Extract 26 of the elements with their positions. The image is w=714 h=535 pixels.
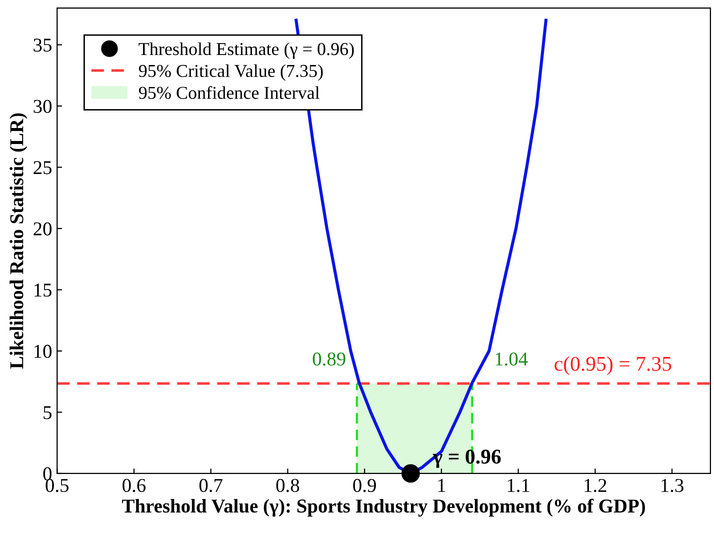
x-tick-label: 0.5: [46, 478, 69, 492]
ref-line-label: 0.89: [312, 352, 346, 366]
x-tick-label: 0.8: [276, 478, 300, 492]
y-tick-label: 30: [34, 100, 52, 113]
y-tick-label: 35: [34, 38, 52, 52]
annotation: c(0.95) = 7.35: [554, 356, 672, 376]
y-tick-label: 5: [44, 406, 52, 420]
x-tick-label: 1.3: [662, 478, 684, 492]
ref-line-label: 1.04: [496, 352, 528, 366]
x-tick-label: 0.6: [122, 478, 146, 492]
x-tick-label: 0.9: [353, 478, 376, 492]
x-tick-label: 0.7: [199, 478, 222, 492]
x-axis-title: Threshold Value (γ): Sports Industry Development (% of GDP): [122, 498, 645, 517]
y-axis-title: Likelihood Ratio Statistic (LR): [10, 113, 28, 369]
y-tick-label: 25: [34, 161, 52, 174]
legend-label: Threshold Estimate (γ = 0.96): [138, 42, 354, 59]
y-tick-label: 0: [43, 467, 52, 480]
x-tick-label: 1: [438, 478, 446, 492]
x-tick-label: 1.2: [584, 478, 606, 492]
y-tick-label: 10: [34, 344, 52, 358]
y-tick-label: 15: [34, 284, 52, 297]
x-tick-label: 1.1: [508, 478, 530, 492]
annotation: γ = 0.96: [432, 450, 501, 468]
y-tick-label: 20: [34, 222, 52, 236]
legend-label: 95% Confidence Interval: [138, 86, 320, 100]
legend-label: 95% Critical Value (7.35): [138, 64, 323, 81]
